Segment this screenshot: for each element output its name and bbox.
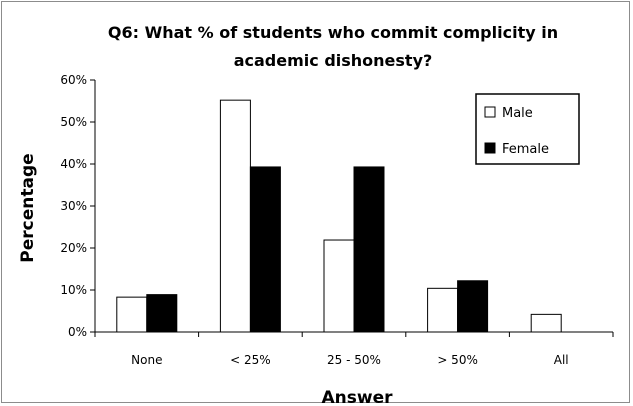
legend-label-male: Male [502,106,533,121]
x-tick-label: None [131,353,162,367]
chart-title-line-2: academic dishonesty? [234,51,433,70]
bar-female [353,166,385,333]
y-tick-label: 20% [60,241,87,255]
x-axis-ticks: None < 25% 25 - 50% > 50% All [94,332,614,367]
x-axis-title: Answer [322,388,394,406]
y-tick-label: 50% [60,115,87,129]
x-tick-label: > 50% [437,353,478,367]
y-tick-label: 10% [60,283,87,297]
y-axis-ticks: 0% 10% 20% 30% 40% 50% 60% [60,73,95,339]
x-tick-label: < 25% [230,353,271,367]
legend-label-female: Female [502,142,549,157]
y-tick-label: 40% [60,157,87,171]
y-tick-label: 30% [60,199,87,213]
chart-title-line-1: Q6: What % of students who commit compli… [108,23,558,42]
legend-swatch-female [484,142,496,154]
bar-male [530,313,562,333]
y-axis-title: Percentage [18,153,38,262]
x-tick-label: 25 - 50% [327,353,381,367]
y-tick-label: 60% [60,73,87,87]
bar-female [457,280,489,333]
bar-male [323,239,355,333]
y-tick-label: 0% [68,325,87,339]
bar-female [249,166,281,333]
legend: Male Female [475,93,580,165]
x-tick-label: All [554,353,569,367]
bar-female [146,294,178,333]
legend-swatch-male [484,106,496,118]
bar-male [116,296,148,333]
bar-male [427,287,459,333]
bar-male [219,99,251,333]
